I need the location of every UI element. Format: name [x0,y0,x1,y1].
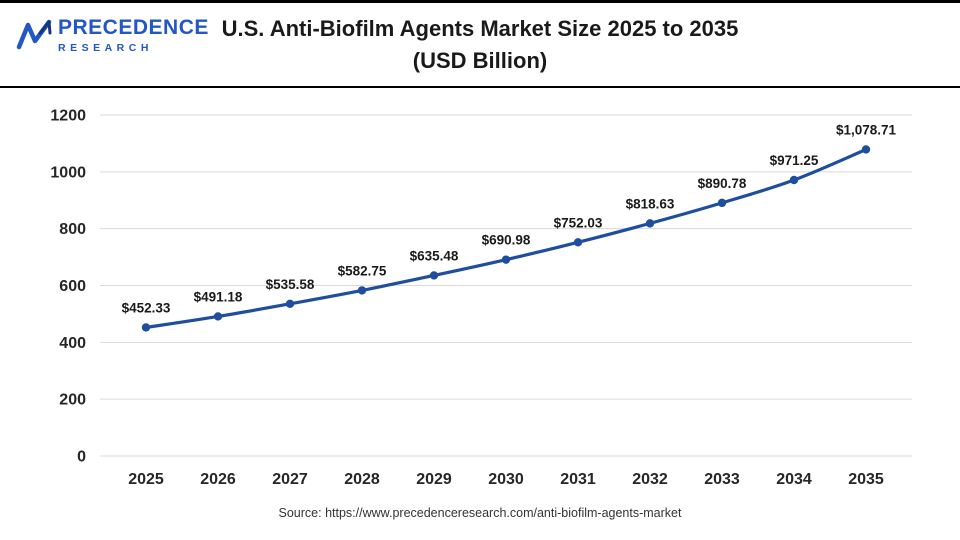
data-point [429,271,439,280]
y-axis-tick: 1200 [50,108,86,125]
data-point-label: $635.48 [410,248,459,263]
data-point-label: $1,078.71 [836,122,897,137]
x-axis-tick: 2035 [848,471,884,488]
chart-title-line1: U.S. Anti-Biofilm Agents Market Size 202… [221,16,739,41]
x-axis-tick: 2025 [128,471,164,488]
data-point-label: $890.78 [698,176,747,191]
y-axis-tick: 200 [59,392,86,409]
data-point [573,238,583,247]
x-axis-tick: 2027 [272,471,308,488]
precedence-research-logo: PRECEDENCE RESEARCH [16,16,209,55]
y-axis-tick: 1000 [50,164,86,181]
data-point-label: $491.18 [194,289,243,304]
y-axis-tick: 400 [59,335,86,352]
data-point [285,299,295,309]
logo-icon [16,19,52,50]
logo-text: PRECEDENCE RESEARCH [58,16,209,55]
data-point [501,255,511,264]
y-axis-tick: 800 [59,221,86,238]
data-point-label: $752.03 [554,215,603,230]
chart-area: 0 200 400 600 800 1000 1200 2025 2026 2027 2028 202… [0,88,960,500]
chart-title: U.S. Anti-Biofilm Agents Market Size 202… [0,13,960,77]
x-axis-tick: 2031 [560,471,596,488]
source-text: Source: https://www.precedenceresearch.c… [278,506,682,520]
chart-title-line2: (USD Billion) [412,47,548,73]
footer: Source: https://www.precedenceresearch.c… [0,500,960,538]
logo-text-line1: PRECEDENCE [58,16,209,39]
data-point [717,198,727,208]
data-point-label: $971.25 [770,153,819,168]
data-point-label: $452.33 [122,300,171,315]
x-axis-tick: 2026 [200,471,236,488]
line-chart: 0 200 400 600 800 1000 1200 2025 2026 2027 2028 202… [50,108,912,488]
x-axis-tick: 2032 [632,471,668,488]
data-point-label: $535.58 [266,277,315,292]
x-axis-tick: 2029 [416,471,452,488]
y-axis-tick: 0 [77,449,86,466]
x-axis-tick: 2030 [488,471,524,488]
data-point [357,286,367,295]
data-point [789,175,799,185]
data-point [141,323,151,332]
data-point [861,145,871,154]
data-point-label: $582.75 [338,263,387,278]
data-point-label: $690.98 [482,233,531,248]
y-axis-tick: 600 [59,278,86,295]
header: PRECEDENCE RESEARCH U.S. Anti-Biofilm Ag… [0,3,960,88]
logo-text-line2: RESEARCH [58,42,153,55]
data-point-label: $818.63 [626,196,675,211]
data-point [213,312,223,321]
x-axis-tick: 2033 [704,471,740,488]
x-axis-tick: 2034 [776,471,812,488]
x-axis-tick: 2028 [344,471,380,488]
data-point [645,219,655,228]
